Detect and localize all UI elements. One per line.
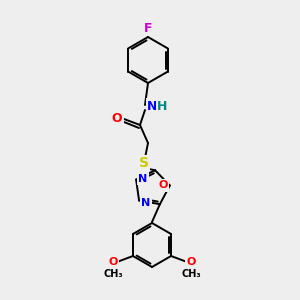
Text: O: O [108, 257, 118, 267]
Text: CH₃: CH₃ [103, 269, 123, 279]
Text: H: H [157, 100, 167, 112]
Text: N: N [139, 173, 148, 184]
Text: CH₃: CH₃ [181, 269, 201, 279]
Text: S: S [139, 156, 149, 170]
Text: O: O [158, 181, 167, 190]
Text: O: O [186, 257, 196, 267]
Text: O: O [112, 112, 122, 125]
Text: N: N [141, 197, 151, 208]
Text: N: N [147, 100, 157, 112]
Text: F: F [144, 22, 152, 34]
